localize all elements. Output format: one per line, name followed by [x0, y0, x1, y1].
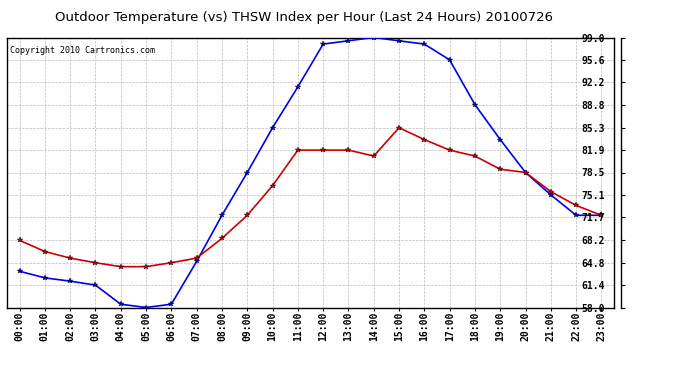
- Text: Copyright 2010 Cartronics.com: Copyright 2010 Cartronics.com: [10, 46, 155, 55]
- Text: Outdoor Temperature (vs) THSW Index per Hour (Last 24 Hours) 20100726: Outdoor Temperature (vs) THSW Index per …: [55, 11, 553, 24]
